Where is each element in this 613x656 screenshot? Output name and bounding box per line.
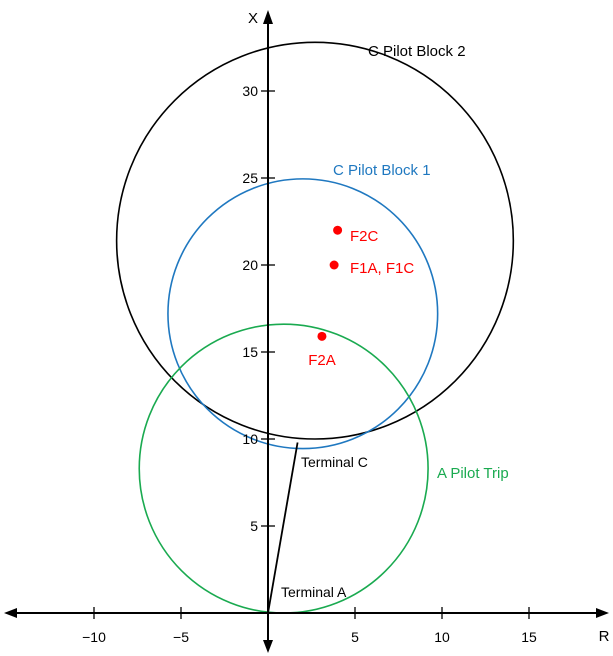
terminal-a-label: Terminal A (281, 584, 347, 600)
c-pilot-block-2-circle (115, 41, 515, 440)
c-pilot-block-1-circle (167, 178, 439, 450)
characteristic-circles (115, 41, 515, 614)
x-tick-label: 5 (351, 629, 359, 645)
fault-points (317, 225, 343, 341)
f1a-f1c-label: F1A, F1C (350, 260, 414, 277)
annotations: C Pilot Block 2 C Pilot Block 1 A Pilot Tr… (281, 43, 509, 600)
tick-marks: −10 −5 5 10 15 5 10 15 20 25 30 (82, 83, 537, 645)
y-tick-label: 10 (242, 431, 258, 447)
y-tick-label: 25 (242, 170, 258, 186)
r-axis-arrow-right (596, 608, 609, 618)
y-tick-label: 5 (250, 518, 258, 534)
x-tick-label: 15 (521, 629, 537, 645)
x-tick-label: −5 (173, 629, 189, 645)
a-pilot-trip-circle (138, 323, 429, 614)
f2c-point (333, 225, 343, 235)
r-axis-arrow-left (4, 608, 17, 618)
a-pilot-trip-label: A Pilot Trip (437, 465, 509, 482)
y-tick-label: 15 (242, 344, 258, 360)
x-axis-arrow-bottom (263, 640, 273, 653)
y-tick-label: 30 (242, 83, 258, 99)
r-axis-label: R (599, 628, 610, 645)
c-pilot-block-2-label: C Pilot Block 2 (368, 43, 466, 60)
f2a-point (317, 331, 327, 341)
terminal-c-label: Terminal C (301, 454, 368, 470)
terminal-line (267, 442, 299, 614)
axes: R X (4, 10, 610, 653)
f1a-f1c-point (329, 260, 339, 270)
c-pilot-block-1-label: C Pilot Block 1 (333, 162, 431, 179)
x-tick-label: −10 (82, 629, 106, 645)
x-axis-arrow-top (263, 10, 273, 24)
y-tick-label: 20 (242, 257, 258, 273)
terminal-a-to-c-line (267, 442, 299, 614)
f2c-label: F2C (350, 228, 379, 245)
x-axis-label: X (248, 10, 258, 27)
f2a-label: F2A (308, 352, 336, 369)
x-tick-label: 10 (434, 629, 450, 645)
